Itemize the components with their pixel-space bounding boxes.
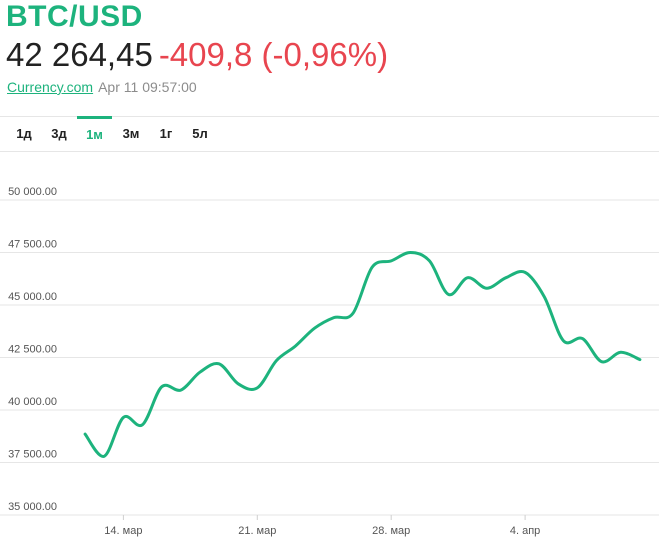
y-tick-label: 40 000.00 — [8, 396, 57, 408]
price-point — [485, 287, 488, 290]
current-price: 42 264,45 — [6, 36, 153, 73]
tab-1m[interactable]: 1м — [77, 116, 112, 153]
price-point — [504, 276, 507, 279]
price-point — [84, 433, 87, 436]
tab-3m[interactable]: 3м — [122, 126, 140, 141]
price-point — [447, 293, 450, 296]
source-link[interactable]: Currency.com — [7, 79, 94, 95]
price-point — [581, 337, 584, 340]
price-point — [103, 455, 106, 458]
tab-1d[interactable]: 1д — [16, 126, 32, 141]
y-tick-label: 45 000.00 — [8, 291, 57, 303]
price-point — [390, 259, 393, 262]
y-tick-label: 35 000.00 — [8, 501, 57, 513]
y-tick-label: 50 000.00 — [8, 186, 57, 198]
price-point — [198, 371, 201, 374]
price-point — [543, 295, 546, 298]
price-point — [409, 251, 412, 254]
timestamp: Apr 11 09:57:00 — [98, 79, 197, 95]
y-tick-label: 42 500.00 — [8, 344, 57, 356]
pair-title: BTC/USD — [6, 0, 143, 33]
tab-5y[interactable]: 5л — [192, 126, 208, 141]
price-change: -409,8 (-0,96%) — [158, 36, 389, 73]
price-point — [638, 358, 641, 361]
price-row: 42 264,45 -409,8 (-0,96%) — [6, 36, 388, 74]
x-tick-label: 28. мар — [372, 525, 410, 537]
y-tick-label: 47 500.00 — [8, 239, 57, 251]
x-tick-label: 21. мар — [238, 525, 276, 537]
source-row: Currency.com Apr 11 09:57:00 — [7, 79, 197, 95]
price-point — [619, 351, 622, 354]
price-point — [275, 359, 278, 362]
price-point — [371, 266, 374, 269]
price-point — [160, 385, 163, 388]
price-point — [313, 327, 316, 330]
price-point — [351, 312, 354, 315]
price-point — [428, 259, 431, 262]
tab-1y[interactable]: 1г — [159, 126, 173, 141]
price-point — [524, 271, 527, 274]
price-point — [141, 423, 144, 426]
tab-3d[interactable]: 3д — [51, 126, 67, 141]
price-point — [256, 386, 259, 389]
x-tick-label: 4. апр — [510, 525, 540, 537]
price-line — [83, 251, 642, 458]
price-point — [600, 360, 603, 363]
price-point — [237, 382, 240, 385]
y-tick-label: 37 500.00 — [8, 449, 57, 461]
price-point — [294, 344, 297, 347]
price-point — [179, 389, 182, 392]
x-tick-label: 14. мар — [104, 525, 142, 537]
price-point — [332, 316, 335, 319]
price-point — [562, 339, 565, 342]
price-point — [466, 276, 469, 279]
price-point — [218, 362, 221, 365]
timeframe-tabs: 1д 3д 1м 3м 1г 5л — [0, 116, 659, 152]
price-point — [122, 416, 125, 419]
